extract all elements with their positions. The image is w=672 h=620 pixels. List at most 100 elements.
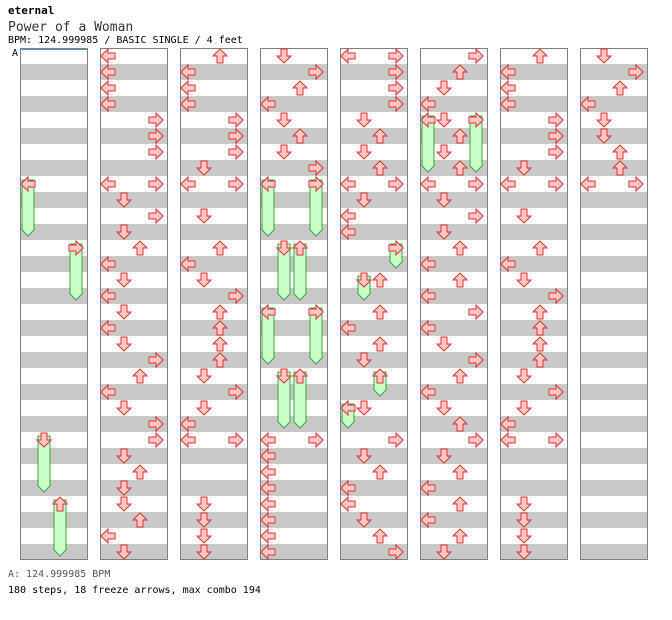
step-arrow <box>340 495 356 513</box>
chart-column-border <box>340 48 408 560</box>
step-arrow <box>355 400 373 416</box>
stripe-band <box>500 544 568 560</box>
step-stats: 180 steps, 18 freeze arrows, max combo 1… <box>8 585 261 596</box>
stripe-band <box>20 192 88 208</box>
step-arrow <box>388 63 404 81</box>
bpm-marker-line <box>21 49 88 50</box>
stripe-band <box>100 256 168 272</box>
step-arrow <box>211 48 229 64</box>
stripe-band <box>100 192 168 208</box>
freeze-head-arrow <box>275 240 293 256</box>
freeze-head-arrow <box>308 303 324 321</box>
step-arrow <box>148 207 164 225</box>
chart-column-border <box>420 48 488 560</box>
step-arrow <box>628 175 644 193</box>
step-arrow <box>435 144 453 160</box>
step-arrow <box>115 192 133 208</box>
step-arrow <box>515 544 533 560</box>
step-arrow <box>195 272 213 288</box>
chart-column-border <box>100 48 168 560</box>
step-arrow <box>100 63 116 81</box>
freeze-head-arrow <box>291 368 309 384</box>
stripe-band <box>260 160 328 176</box>
freeze-arrow <box>277 371 291 429</box>
freeze-head-arrow <box>275 368 293 384</box>
step-arrow <box>371 464 389 480</box>
step-arrow <box>211 240 229 256</box>
step-arrow <box>148 415 164 433</box>
step-arrow <box>115 400 133 416</box>
step-arrow <box>148 127 164 145</box>
step-arrow <box>148 431 164 449</box>
step-arrow <box>148 111 164 129</box>
step-arrow <box>451 368 469 384</box>
stripe-band <box>100 544 168 560</box>
stripe-band <box>180 224 248 240</box>
step-arrow <box>275 112 293 128</box>
stripe-band <box>340 320 408 336</box>
step-arrow <box>451 160 469 176</box>
step-arrow <box>420 287 436 305</box>
step-arrow <box>115 448 133 464</box>
step-arrow <box>228 431 244 449</box>
step-arrow <box>195 512 213 528</box>
stripe-band <box>180 480 248 496</box>
step-arrow <box>451 64 469 80</box>
stripe-band <box>180 192 248 208</box>
freeze-head-arrow <box>388 239 404 257</box>
freeze-arrow <box>261 307 275 365</box>
step-arrow <box>291 128 309 144</box>
stripe-band <box>100 288 168 304</box>
stripe-band <box>20 128 88 144</box>
stripe-band <box>340 416 408 432</box>
stripe-band <box>260 288 328 304</box>
step-arrow <box>531 336 549 352</box>
stripe-band <box>580 512 648 528</box>
stripe-band <box>340 384 408 400</box>
step-arrow <box>548 383 564 401</box>
freeze-head-arrow <box>420 111 436 129</box>
step-arrow <box>228 287 244 305</box>
difficulty-label: eternal <box>8 4 55 17</box>
step-arrow <box>115 272 133 288</box>
step-arrow <box>131 368 149 384</box>
stripe-band <box>420 480 488 496</box>
step-arrow <box>131 240 149 256</box>
step-arrow <box>308 63 324 81</box>
step-arrow <box>228 111 244 129</box>
stripe-band <box>20 416 88 432</box>
freeze-head-arrow <box>340 399 356 417</box>
stripe-band <box>580 224 648 240</box>
step-arrow <box>211 352 229 368</box>
step-arrow <box>260 527 276 545</box>
stripe-band <box>580 448 648 464</box>
stripe-band <box>20 448 88 464</box>
step-arrow <box>435 336 453 352</box>
stripe-band <box>500 480 568 496</box>
freeze-arrow <box>261 179 275 237</box>
bpm-summary: A: 124.999985 BPM <box>8 569 111 580</box>
stripe-band <box>100 352 168 368</box>
freeze-head-arrow <box>51 496 69 512</box>
stripe-band <box>260 544 328 560</box>
step-arrow <box>115 480 133 496</box>
stripe-band <box>420 256 488 272</box>
stripe-band <box>500 64 568 80</box>
stripe-band <box>20 160 88 176</box>
stripe-band <box>20 544 88 560</box>
step-arrow <box>420 95 436 113</box>
step-arrow <box>531 240 549 256</box>
step-arrow <box>340 175 356 193</box>
stripe-band <box>420 352 488 368</box>
freeze-head-arrow <box>308 175 324 193</box>
step-arrow <box>515 496 533 512</box>
stripe-band <box>180 128 248 144</box>
stripe-band <box>500 256 568 272</box>
step-arrow <box>148 351 164 369</box>
step-arrow <box>388 47 404 65</box>
stripe-band <box>580 384 648 400</box>
step-arrow <box>180 415 196 433</box>
freeze-arrow <box>21 179 35 237</box>
step-arrow <box>260 447 276 465</box>
step-arrow <box>531 352 549 368</box>
